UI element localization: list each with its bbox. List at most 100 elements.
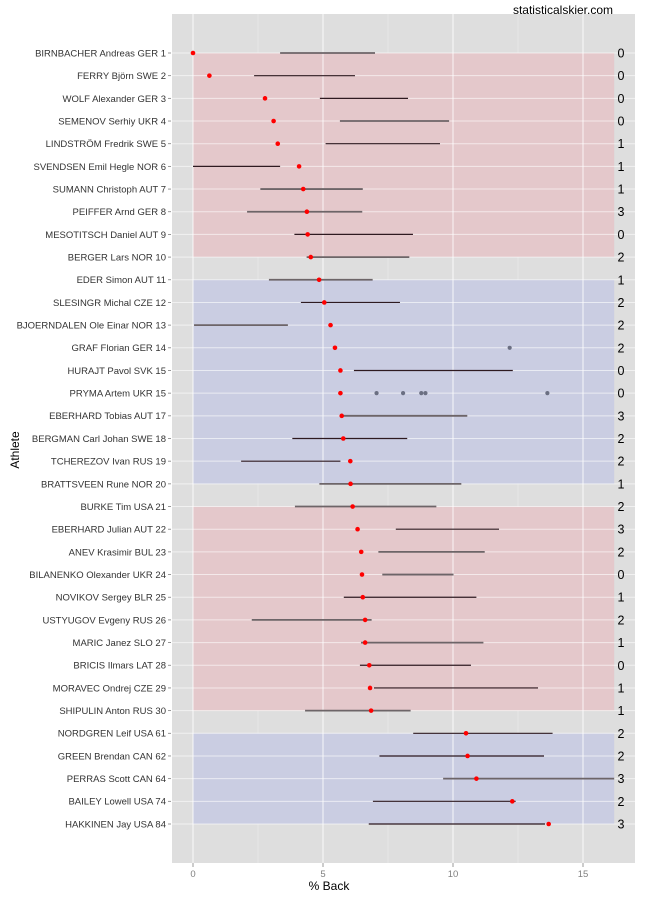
right-count-label: 1 <box>618 591 625 605</box>
athlete-label: PRYMA Artem UKR 15 <box>70 389 166 400</box>
right-count-label: 0 <box>618 69 625 83</box>
points <box>190 50 551 827</box>
right-count-label: 2 <box>618 613 625 627</box>
right-count-label: 2 <box>618 727 625 741</box>
athlete-label: NORDGREN Leif USA 61 <box>58 729 166 740</box>
right-count-label: 0 <box>618 92 625 106</box>
athlete-label: USTYUGOV Evgeny RUS 26 <box>42 615 166 626</box>
athlete-point <box>300 186 306 192</box>
athlete-label: SEMENOV Serhiy UKR 4 <box>58 116 166 127</box>
right-labels: 0 0 0 0 1 1 1 3 0 2 1 2 2 2 0 0 3 2 2 1 2 3 2 0 1 2 1 0 1 1 2 2 3 2 3 <box>618 47 625 832</box>
right-count-label: 1 <box>618 160 625 174</box>
athlete-point <box>207 73 212 78</box>
athlete-point <box>362 617 368 623</box>
athlete-point <box>271 118 276 124</box>
athlete-point <box>340 436 346 441</box>
right-count-label: 1 <box>618 704 625 718</box>
athlete-point <box>350 504 355 509</box>
segments <box>193 52 615 825</box>
athlete-point <box>348 458 353 464</box>
athlete-point <box>368 708 374 713</box>
band-red <box>193 53 615 258</box>
athlete-point <box>362 640 368 645</box>
athlete-point <box>304 209 310 215</box>
x-tick-label: 0 <box>190 869 195 880</box>
athlete-label: EDER Simon AUT 11 <box>77 275 166 286</box>
athlete-point <box>262 96 268 101</box>
right-count-label: 1 <box>618 183 625 197</box>
athlete-label: PEIFFER Arnd GER 8 <box>73 207 166 218</box>
athlete-label: GRAF Florian GER 14 <box>72 343 167 354</box>
extra-point <box>400 391 406 396</box>
athlete-point <box>308 254 314 260</box>
x-tick-label: 15 <box>578 869 589 880</box>
athlete-label: PERRAS Scott CAN 64 <box>67 774 166 785</box>
right-count-label: 1 <box>618 137 625 151</box>
athlete-point <box>360 594 366 600</box>
right-count-label: 0 <box>618 568 625 582</box>
athlete-point <box>275 141 281 147</box>
right-count-label: 0 <box>618 387 625 401</box>
athlete-label: SHIPULIN Anton RUS 30 <box>59 706 166 717</box>
athlete-label: WOLF Alexander GER 3 <box>63 94 166 105</box>
athlete-label: BILANENKO Olexander UKR 24 <box>29 570 166 581</box>
extra-point <box>507 345 512 350</box>
athlete-label: FERRY Björn SWE 2 <box>77 71 166 82</box>
band-blue <box>193 279 615 484</box>
athlete-label: SLESINGR Michal CZE 12 <box>53 298 166 309</box>
extra-points <box>374 345 550 396</box>
athlete-label: MARIC Janez SLO 27 <box>73 638 166 649</box>
right-count-label: 0 <box>618 659 625 673</box>
extra-point <box>423 391 428 396</box>
athlete-point <box>305 232 310 237</box>
right-count-label: 1 <box>618 273 625 287</box>
right-count-label: 2 <box>618 251 625 265</box>
athlete-label: MESOTITSCH Daniel AUT 9 <box>45 230 166 241</box>
athlete-point <box>465 753 470 759</box>
athlete-point <box>190 50 196 56</box>
athlete-point <box>463 730 469 736</box>
right-count-label: 3 <box>618 818 625 832</box>
right-count-label: 3 <box>618 205 625 219</box>
band-red <box>193 506 615 711</box>
athlete-point <box>509 799 515 804</box>
athlete-point <box>339 413 345 419</box>
x-axis-title: % Back <box>309 879 351 893</box>
athlete-point <box>322 300 327 305</box>
right-count-label: 0 <box>618 115 625 129</box>
athlete-point <box>367 685 373 691</box>
athlete-point <box>332 345 338 351</box>
athlete-point <box>366 662 372 668</box>
athlete-label: EBERHARD Tobias AUT 17 <box>49 411 166 422</box>
x-tick-label: 10 <box>448 869 459 880</box>
athlete-label: GREEN Brendan CAN 62 <box>58 751 166 762</box>
athlete-point <box>358 549 364 555</box>
bands <box>193 53 615 824</box>
athlete-label: HAKKINEN Jay USA 84 <box>65 819 166 830</box>
athlete-label: BJOERNDALEN Ole Einar NOR 13 <box>17 321 166 332</box>
athlete-point <box>338 368 343 373</box>
athlete-label: BRICIS Ilmars LAT 28 <box>73 661 166 672</box>
athlete-label: HURAJT Pavol SVK 15 <box>67 366 166 377</box>
right-count-label: 2 <box>618 795 625 809</box>
athlete-label: BRATTSVEEN Rune NOR 20 <box>41 479 166 490</box>
athlete-point <box>338 390 343 396</box>
athlete-label: LINDSTRÖM Fredrik SWE 5 <box>46 139 166 150</box>
right-count-label: 0 <box>618 47 625 61</box>
right-count-label: 2 <box>618 500 625 514</box>
credit-text: statisticalskier.com <box>513 3 613 17</box>
right-count-label: 3 <box>618 523 625 537</box>
athlete-point <box>296 164 302 169</box>
athlete-label: BIRNBACHER Andreas GER 1 <box>35 48 166 59</box>
athlete-label: NOVIKOV Sergey BLR 25 <box>56 593 166 604</box>
right-count-label: 2 <box>618 319 625 333</box>
athlete-point <box>348 481 353 487</box>
athlete-label: TCHEREZOV Ivan RUS 19 <box>51 457 166 468</box>
x-axis: 0 5 10 15 <box>190 863 588 880</box>
athlete-point <box>359 572 365 577</box>
athlete-label: BURKE Tim USA 21 <box>80 502 166 513</box>
athlete-label: EBERHARD Julian AUT 22 <box>52 525 166 536</box>
right-count-label: 3 <box>618 772 625 786</box>
right-count-label: 2 <box>618 455 625 469</box>
